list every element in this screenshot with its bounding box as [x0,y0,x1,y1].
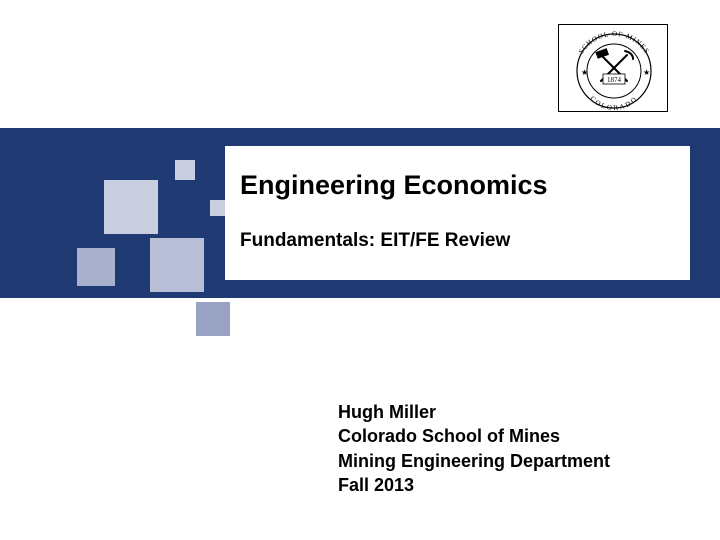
decorative-square [210,200,226,216]
decorative-square [196,302,230,336]
svg-text:COLORADO: COLORADO [588,94,639,112]
author-line: Fall 2013 [338,473,610,497]
svg-text:SCHOOL OF MINES: SCHOOL OF MINES [577,30,651,56]
logo-bottom-text: COLORADO [588,94,639,112]
slide-title: Engineering Economics [240,170,548,201]
decorative-square [150,238,204,292]
title-panel [225,146,690,280]
school-logo: SCHOOL OF MINES COLORADO 1874 ★ ★ [558,24,668,112]
logo-year: 1874 [607,76,622,84]
logo-top-text: SCHOOL OF MINES [577,30,651,56]
decorative-square [77,248,115,286]
decorative-square [104,180,158,234]
decorative-square [175,160,195,180]
svg-text:★: ★ [643,68,650,77]
author-line: Hugh Miller [338,400,610,424]
author-line: Mining Engineering Department [338,449,610,473]
slide: Engineering Economics Fundamentals: EIT/… [0,0,720,540]
author-block: Hugh Miller Colorado School of Mines Min… [338,400,610,497]
slide-subtitle: Fundamentals: EIT/FE Review [240,230,510,252]
svg-text:★: ★ [581,68,588,77]
author-line: Colorado School of Mines [338,424,610,448]
school-seal-icon: SCHOOL OF MINES COLORADO 1874 ★ ★ [559,25,669,113]
